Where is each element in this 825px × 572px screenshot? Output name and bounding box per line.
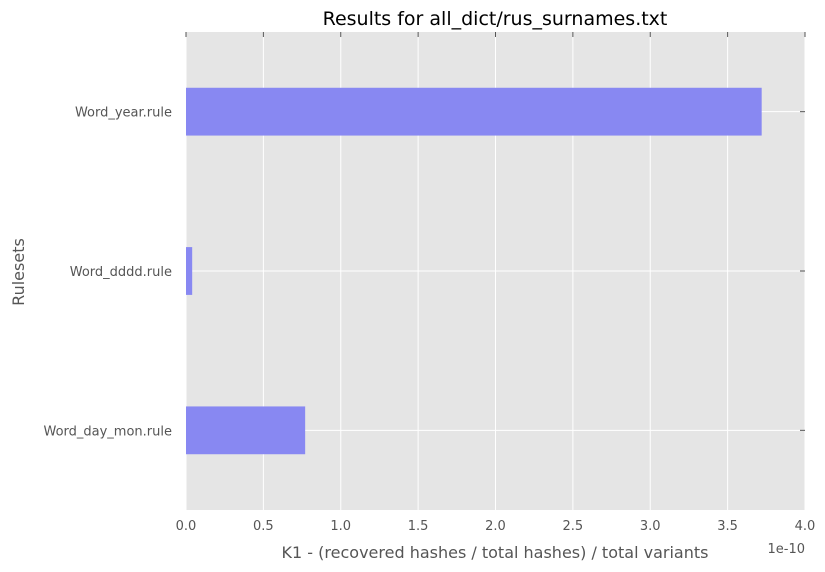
bar-word-day-mon-rule <box>186 406 306 455</box>
x-tick-label: 4.0 <box>795 519 816 534</box>
x-offset-label: 1e-10 <box>767 542 805 557</box>
x-tick-label: 2.0 <box>485 519 506 534</box>
chart-title: Results for all_dict/rus_surnames.txt <box>323 8 668 30</box>
ticks <box>185 32 806 431</box>
y-tick-label: Word_dddd.rule <box>70 265 172 280</box>
x-tick-labels: 0.0 0.5 1.0 1.5 2.0 2.5 3.0 3.5 4.0 <box>176 519 816 534</box>
x-tick-label: 1.5 <box>408 519 429 534</box>
y-tick-labels: Word_year.rule Word_dddd.rule Word_day_mon… <box>43 106 172 440</box>
x-tick-label: 1.0 <box>330 519 351 534</box>
x-tick-label: 3.0 <box>640 519 661 534</box>
bar-word-dddd-rule <box>186 247 193 295</box>
x-tick-label: 3.5 <box>717 519 738 534</box>
y-tick-label: Word_day_mon.rule <box>43 424 172 439</box>
x-tick-label: 2.5 <box>563 519 584 534</box>
y-axis-label: Rulesets <box>9 238 28 306</box>
bars <box>186 87 762 455</box>
x-axis-label: K1 - (recovered hashes / total hashes) /… <box>282 543 709 562</box>
x-tick-label: 0.5 <box>253 519 274 534</box>
y-tick-label: Word_year.rule <box>75 106 172 121</box>
bar-word-year-rule <box>186 87 762 136</box>
x-tick-label: 0.0 <box>176 519 197 534</box>
